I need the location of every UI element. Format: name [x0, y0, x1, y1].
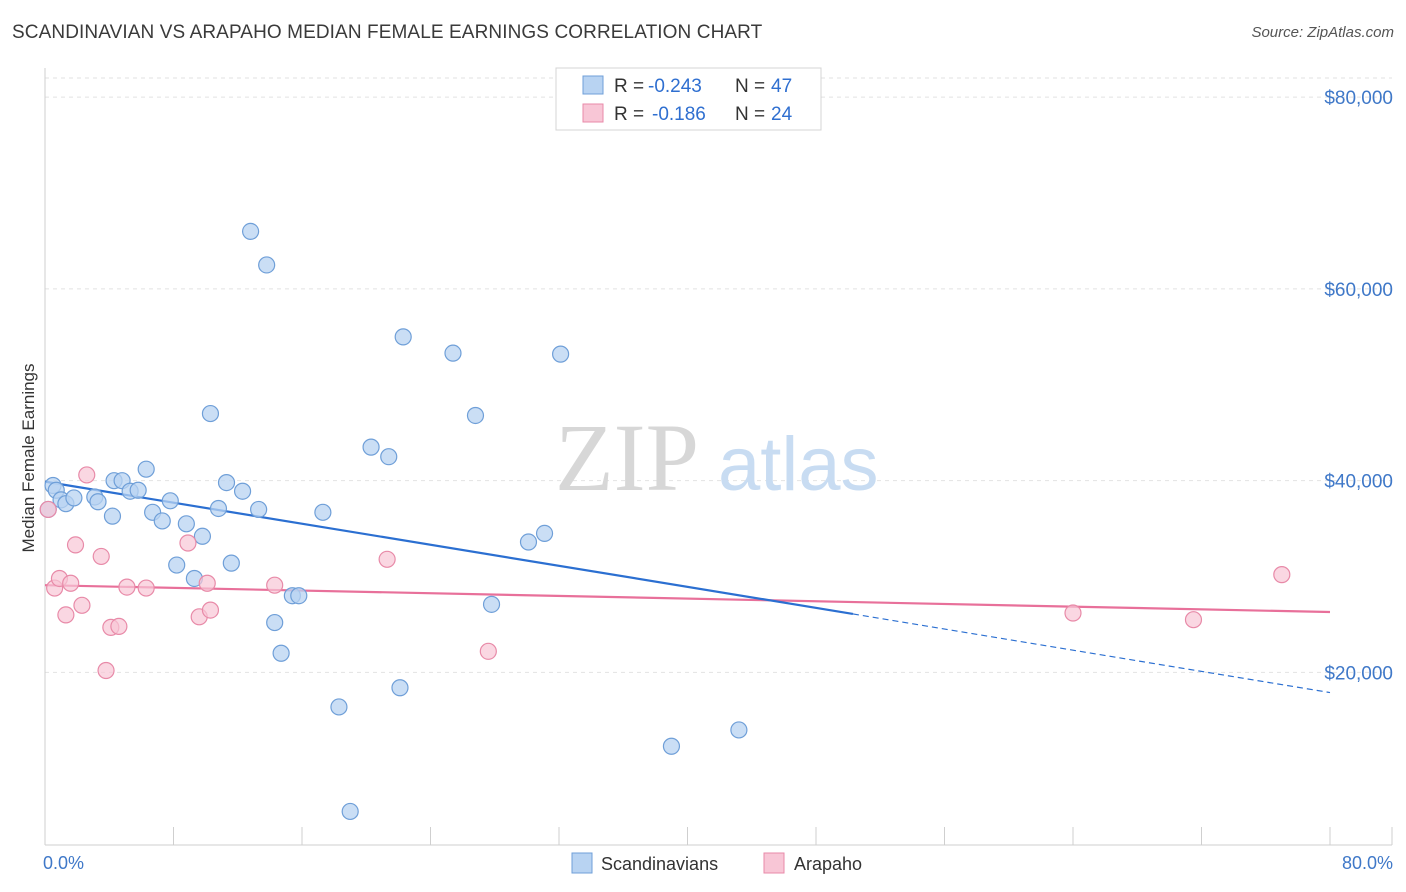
- trend-line-scandinavians: [44, 480, 854, 616]
- point-arapaho: [62, 574, 80, 592]
- point-scandinavians: [362, 438, 380, 456]
- point-scandinavians: [233, 482, 252, 500]
- data-points: [39, 222, 1291, 821]
- bottom-legend-arapaho: Arapaho: [794, 854, 862, 874]
- point-scandinavians: [394, 328, 412, 346]
- point-arapaho: [92, 547, 110, 566]
- trend-line-arapaho: [44, 584, 1331, 614]
- point-scandinavians: [103, 507, 122, 525]
- point-scandinavians: [250, 500, 268, 519]
- point-arapaho: [1064, 604, 1082, 622]
- point-scandinavians: [201, 404, 220, 423]
- point-scandinavians: [168, 556, 186, 574]
- point-scandinavians: [444, 344, 462, 362]
- legend-swatch-scandinavians: [582, 75, 604, 95]
- point-arapaho: [66, 536, 85, 554]
- axis-labels: $20,000 $40,000 $60,000 $80,000 0.0% 80.0% Med…: [19, 88, 1393, 873]
- point-scandinavians: [161, 492, 179, 510]
- point-arapaho: [378, 550, 396, 568]
- bottom-legend-swatch-scandinavians: [571, 852, 593, 874]
- point-scandinavians: [242, 222, 260, 240]
- point-scandinavians: [89, 493, 107, 511]
- point-scandinavians: [177, 515, 195, 533]
- legend-r-value: -0.186: [652, 104, 706, 125]
- chart-title: SCANDINAVIAN VS ARAPAHO MEDIAN FEMALE EA…: [12, 22, 763, 43]
- point-scandinavians: [129, 481, 147, 499]
- trend-lines: [44, 480, 1331, 694]
- legend-swatch-arapaho: [582, 103, 604, 123]
- bottom-legend-swatch-arapaho: [763, 852, 785, 874]
- point-arapaho: [1184, 611, 1203, 629]
- point-scandinavians: [519, 533, 538, 551]
- point-scandinavians: [552, 345, 570, 363]
- legend-box: R = -0.243 N = 47 R = -0.186 N = 24: [555, 67, 822, 131]
- point-scandinavians: [380, 448, 398, 466]
- point-scandinavians: [137, 460, 155, 478]
- point-scandinavians: [730, 721, 748, 739]
- point-scandinavians: [341, 802, 359, 821]
- point-arapaho: [57, 606, 75, 624]
- point-scandinavians: [153, 512, 171, 530]
- x-tick-label: 80.0%: [1342, 853, 1393, 873]
- point-arapaho: [78, 466, 96, 484]
- point-arapaho: [110, 617, 128, 636]
- y-tick-label: $20,000: [1324, 663, 1393, 684]
- point-arapaho: [198, 574, 216, 592]
- legend-n-label: N =: [735, 104, 765, 125]
- watermark-atlas: atlas: [718, 422, 879, 507]
- axes: [44, 68, 1393, 846]
- point-scandinavians: [290, 587, 308, 605]
- legend-n-label: N =: [735, 76, 765, 97]
- gridlines: [45, 77, 1392, 673]
- point-arapaho: [137, 579, 155, 597]
- point-scandinavians: [314, 503, 332, 521]
- point-arapaho: [179, 534, 197, 552]
- bottom-legend: Scandinavians Arapaho: [571, 852, 862, 874]
- watermark: ZIP atlas: [555, 404, 879, 511]
- point-scandinavians: [535, 524, 554, 543]
- source-label: Source: ZipAtlas.com: [1251, 24, 1394, 41]
- legend-r-value: -0.243: [648, 76, 702, 97]
- point-arapaho: [201, 601, 220, 619]
- point-arapaho: [97, 661, 115, 680]
- point-scandinavians: [391, 679, 409, 697]
- point-scandinavians: [258, 256, 276, 274]
- x-tick-label: 0.0%: [43, 853, 84, 873]
- point-arapaho: [118, 578, 136, 596]
- point-arapaho: [73, 596, 91, 614]
- point-scandinavians: [193, 527, 212, 545]
- point-scandinavians: [209, 499, 228, 518]
- y-tick-label: $60,000: [1324, 280, 1393, 301]
- point-arapaho: [266, 576, 284, 594]
- legend-n-value: 24: [771, 104, 793, 125]
- point-scandinavians: [217, 473, 236, 492]
- point-arapaho: [479, 642, 497, 660]
- watermark-zip: ZIP: [555, 404, 699, 511]
- point-scandinavians: [65, 489, 83, 507]
- legend-r-label: R =: [614, 76, 644, 97]
- y-tick-label: $80,000: [1324, 88, 1393, 109]
- point-scandinavians: [482, 595, 501, 613]
- point-scandinavians: [662, 737, 681, 755]
- legend-n-value: 47: [771, 76, 792, 97]
- bottom-legend-scandinavians: Scandinavians: [601, 854, 718, 874]
- y-axis-label: Median Female Earnings: [19, 364, 38, 553]
- y-tick-label: $40,000: [1324, 472, 1393, 493]
- point-scandinavians: [272, 644, 290, 662]
- point-scandinavians: [466, 406, 485, 425]
- point-arapaho: [39, 500, 57, 519]
- point-arapaho: [1273, 566, 1291, 584]
- point-scandinavians: [330, 698, 348, 716]
- point-scandinavians: [266, 613, 284, 632]
- legend-r-label: R =: [614, 104, 644, 125]
- point-scandinavians: [222, 554, 240, 572]
- trend-line-scandinavians-extrapolated: [852, 613, 1331, 694]
